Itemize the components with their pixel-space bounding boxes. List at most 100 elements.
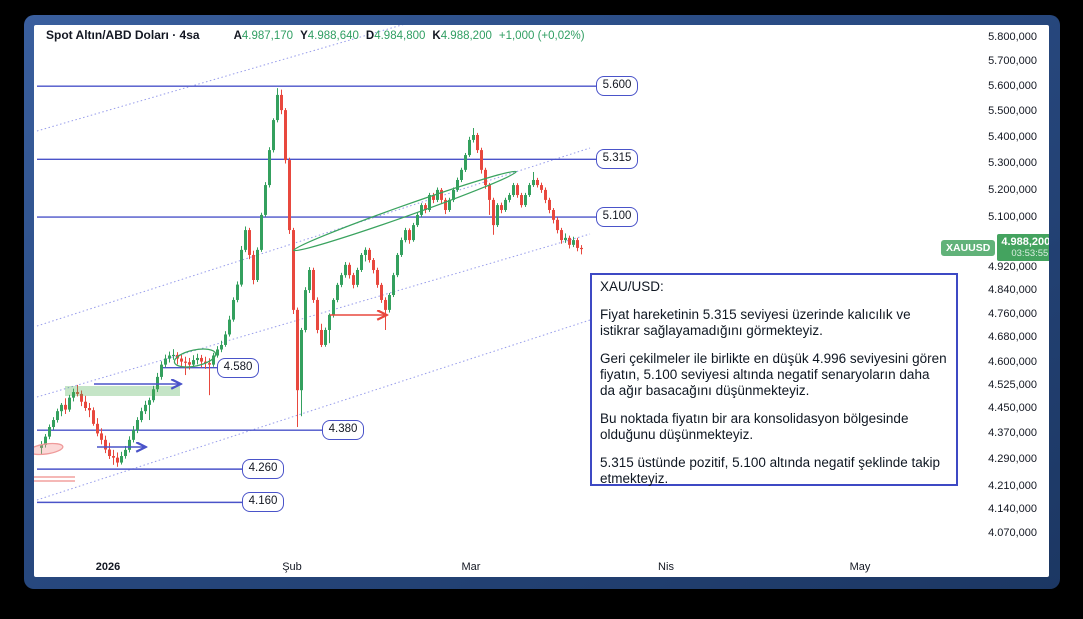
candle-body <box>484 169 487 186</box>
candle-body <box>520 195 523 206</box>
candle-body <box>532 179 535 186</box>
candle-body <box>356 269 359 285</box>
symbol-title[interactable]: Spot Altın/ABD Doları · 4sa <box>46 28 200 42</box>
candle-body <box>516 185 519 196</box>
candle-body <box>424 205 427 210</box>
dotted-trendline[interactable] <box>36 319 591 501</box>
price-axis-label: 5.700,000 <box>988 55 1037 68</box>
price-axis-label: 4.920,000 <box>988 261 1037 274</box>
candle-body <box>184 361 187 363</box>
candle-body <box>52 420 55 428</box>
candle-body <box>436 189 439 200</box>
candle-body <box>332 299 335 315</box>
candle-body <box>304 290 307 330</box>
candle-body <box>236 284 239 300</box>
high-key: Y <box>300 30 308 42</box>
dotted-trendline[interactable] <box>36 147 591 327</box>
candle-body <box>120 456 123 463</box>
candle-body <box>116 457 119 463</box>
badge-countdown: 03:53:55 <box>1011 248 1049 260</box>
candle-body <box>232 299 235 320</box>
candle-body <box>472 134 475 140</box>
candle-body <box>196 357 199 361</box>
candle-body <box>68 397 71 410</box>
peak-ellipse[interactable] <box>173 346 217 370</box>
candle-body <box>312 269 315 300</box>
channel-ellipse[interactable] <box>292 166 518 255</box>
candle-body <box>164 358 167 365</box>
candle-body <box>180 358 183 362</box>
candle-body <box>548 199 551 210</box>
candle-body <box>84 401 87 409</box>
level-label-box-5.600[interactable]: 5.600 <box>596 76 638 97</box>
support-zone-rectangle[interactable] <box>65 386 180 396</box>
candle-body <box>244 230 247 250</box>
candle-body <box>208 363 211 365</box>
chart-canvas[interactable]: Spot Altın/ABD Doları · 4sa A4.987,170 Y4.… <box>34 25 1049 577</box>
high-value: 4.988,640 <box>307 30 359 42</box>
candle-body <box>48 427 51 437</box>
candle-body <box>468 139 471 156</box>
candle-body <box>544 189 547 200</box>
badge-symbol-label: XAUUSD <box>941 239 996 256</box>
candle-body <box>268 150 271 186</box>
price-axis-label: 5.500,000 <box>988 105 1037 118</box>
level-label-box-4.260[interactable]: 4.260 <box>242 459 284 480</box>
price-axis-label: 5.100,000 <box>988 211 1037 224</box>
candle-body <box>292 230 295 310</box>
price-axis-label: 4.450,000 <box>988 402 1037 414</box>
candle-body <box>460 169 463 180</box>
candle-body <box>112 456 115 458</box>
candle-body <box>72 392 75 398</box>
level-label-box-4.380[interactable]: 4.380 <box>322 420 364 441</box>
candle-body <box>364 249 367 255</box>
dotted-trendline[interactable] <box>36 233 591 398</box>
candle-wick <box>41 441 42 455</box>
candle-body <box>396 254 399 276</box>
candle-body <box>308 269 311 291</box>
time-axis-label-2026: 2026 <box>95 561 121 573</box>
candle-body <box>132 430 135 440</box>
candle-body <box>80 393 83 402</box>
candle-body <box>492 199 495 226</box>
candle-body <box>508 195 511 200</box>
level-label-box-4.580[interactable]: 4.580 <box>217 357 259 378</box>
candle-body <box>408 230 411 241</box>
time-axis-label-Mar: Mar <box>461 561 481 573</box>
candle-body <box>220 344 223 350</box>
price-axis-label: 4.760,000 <box>988 307 1037 320</box>
candle-body <box>384 299 387 310</box>
candle-body <box>144 404 147 412</box>
drawing-shapes[interactable] <box>34 166 518 482</box>
level-label-box-5.315[interactable]: 5.315 <box>596 149 638 170</box>
note-paragraph-1: Fiyat hareketinin 5.315 seviyesi üzerind… <box>600 307 911 338</box>
horizontal-level-lines[interactable] <box>37 85 598 504</box>
price-axis-label: 5.300,000 <box>988 157 1037 170</box>
candle-body <box>160 364 163 377</box>
candle-body <box>340 275 343 285</box>
candle-body <box>440 189 443 200</box>
level-label-box-5.100[interactable]: 5.100 <box>596 207 638 228</box>
candle-body <box>344 264 347 276</box>
trend-channel-dotted-lines[interactable] <box>36 25 591 501</box>
low-ellipse[interactable] <box>34 442 64 457</box>
level-label-box-4.160[interactable]: 4.160 <box>242 492 284 513</box>
candle-body <box>296 309 299 391</box>
candle-body <box>60 404 63 412</box>
candle-body <box>572 240 575 245</box>
candle-body <box>316 299 319 330</box>
symbol-header: Spot Altın/ABD Doları · 4sa A4.987,170 Y4.… <box>46 28 585 43</box>
candle-body <box>96 423 99 434</box>
candle-body <box>280 94 283 111</box>
candle-body <box>240 249 243 285</box>
plot-annotations[interactable] <box>34 25 1049 577</box>
candle-body <box>264 185 267 215</box>
analysis-text-box[interactable]: XAU/USD: Fiyat hareketinin 5.315 seviyes… <box>590 273 958 486</box>
price-axis-label: 4.070,000 <box>988 527 1037 539</box>
candle-body <box>172 354 175 357</box>
candle-body <box>376 269 379 285</box>
candle-body <box>324 329 327 345</box>
candle-body <box>44 436 47 446</box>
candle-wick <box>533 171 534 187</box>
candle-body <box>128 439 131 450</box>
